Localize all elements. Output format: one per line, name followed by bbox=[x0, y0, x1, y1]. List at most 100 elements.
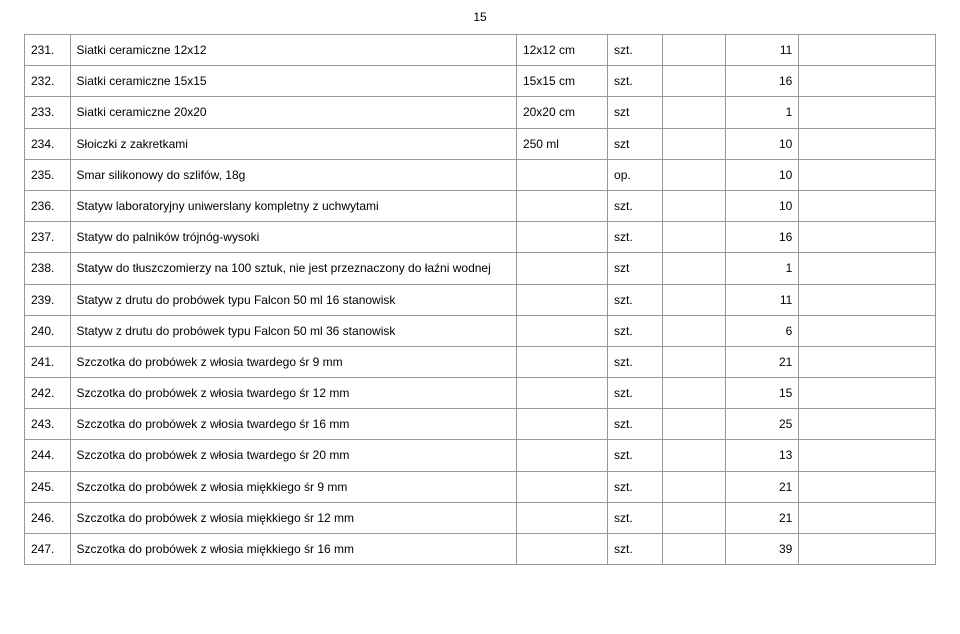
row-qty: 16 bbox=[726, 222, 799, 253]
row-unit: szt bbox=[608, 128, 663, 159]
row-spec: 15x15 cm bbox=[516, 66, 607, 97]
row-empty-1 bbox=[662, 97, 726, 128]
row-number: 246. bbox=[25, 502, 71, 533]
row-qty: 10 bbox=[726, 159, 799, 190]
row-description: Szczotka do probówek z włosia miękkiego … bbox=[70, 471, 516, 502]
row-spec: 250 ml bbox=[516, 128, 607, 159]
row-number: 239. bbox=[25, 284, 71, 315]
row-number: 237. bbox=[25, 222, 71, 253]
row-qty: 25 bbox=[726, 409, 799, 440]
row-qty: 13 bbox=[726, 440, 799, 471]
row-spec bbox=[516, 534, 607, 565]
row-description: Szczotka do probówek z włosia twardego ś… bbox=[70, 378, 516, 409]
row-empty-2 bbox=[799, 346, 936, 377]
row-empty-1 bbox=[662, 378, 726, 409]
row-qty: 6 bbox=[726, 315, 799, 346]
row-description: Szczotka do probówek z włosia twardego ś… bbox=[70, 440, 516, 471]
row-description: Szczotka do probówek z włosia miękkiego … bbox=[70, 502, 516, 533]
row-unit: szt. bbox=[608, 440, 663, 471]
row-empty-2 bbox=[799, 222, 936, 253]
row-spec bbox=[516, 253, 607, 284]
row-number: 245. bbox=[25, 471, 71, 502]
row-empty-2 bbox=[799, 534, 936, 565]
row-qty: 15 bbox=[726, 378, 799, 409]
row-spec: 20x20 cm bbox=[516, 97, 607, 128]
row-unit: szt. bbox=[608, 66, 663, 97]
row-empty-2 bbox=[799, 284, 936, 315]
table-row: 233.Siatki ceramiczne 20x2020x20 cmszt1 bbox=[25, 97, 936, 128]
row-unit: szt. bbox=[608, 284, 663, 315]
row-description: Szczotka do probówek z włosia twardego ś… bbox=[70, 346, 516, 377]
row-description: Siatki ceramiczne 20x20 bbox=[70, 97, 516, 128]
row-unit: szt bbox=[608, 253, 663, 284]
row-empty-2 bbox=[799, 471, 936, 502]
row-number: 240. bbox=[25, 315, 71, 346]
row-empty-2 bbox=[799, 66, 936, 97]
row-spec bbox=[516, 471, 607, 502]
row-number: 236. bbox=[25, 190, 71, 221]
row-empty-2 bbox=[799, 190, 936, 221]
row-unit: szt. bbox=[608, 222, 663, 253]
row-empty-1 bbox=[662, 159, 726, 190]
row-number: 233. bbox=[25, 97, 71, 128]
row-empty-2 bbox=[799, 97, 936, 128]
row-empty-1 bbox=[662, 35, 726, 66]
row-number: 231. bbox=[25, 35, 71, 66]
row-empty-2 bbox=[799, 502, 936, 533]
row-empty-2 bbox=[799, 440, 936, 471]
row-unit: op. bbox=[608, 159, 663, 190]
row-empty-2 bbox=[799, 159, 936, 190]
row-description: Szczotka do probówek z włosia miękkiego … bbox=[70, 534, 516, 565]
row-qty: 21 bbox=[726, 346, 799, 377]
row-empty-2 bbox=[799, 35, 936, 66]
row-description: Statyw do palników trójnóg-wysoki bbox=[70, 222, 516, 253]
table-row: 243.Szczotka do probówek z włosia twarde… bbox=[25, 409, 936, 440]
row-qty: 11 bbox=[726, 35, 799, 66]
row-empty-1 bbox=[662, 346, 726, 377]
table-row: 235.Smar silikonowy do szlifów, 18g op. 10 bbox=[25, 159, 936, 190]
row-empty-1 bbox=[662, 440, 726, 471]
table-row: 241.Szczotka do probówek z włosia twarde… bbox=[25, 346, 936, 377]
table-row: 232.Siatki ceramiczne 15x1515x15 cmszt.1… bbox=[25, 66, 936, 97]
row-empty-1 bbox=[662, 471, 726, 502]
row-spec bbox=[516, 346, 607, 377]
row-unit: szt. bbox=[608, 471, 663, 502]
table-row: 236.Statyw laboratoryjny uniwerslany kom… bbox=[25, 190, 936, 221]
row-description: Statyw z drutu do probówek typu Falcon 5… bbox=[70, 284, 516, 315]
row-unit: szt. bbox=[608, 534, 663, 565]
table-row: 244.Szczotka do probówek z włosia twarde… bbox=[25, 440, 936, 471]
row-empty-1 bbox=[662, 128, 726, 159]
row-empty-2 bbox=[799, 378, 936, 409]
row-empty-1 bbox=[662, 222, 726, 253]
table-row: 246.Szczotka do probówek z włosia miękki… bbox=[25, 502, 936, 533]
row-empty-1 bbox=[662, 315, 726, 346]
row-qty: 1 bbox=[726, 97, 799, 128]
table-row: 231.Siatki ceramiczne 12x1212x12 cmszt.1… bbox=[25, 35, 936, 66]
row-unit: szt. bbox=[608, 502, 663, 533]
table-row: 245.Szczotka do probówek z włosia miękki… bbox=[25, 471, 936, 502]
row-number: 238. bbox=[25, 253, 71, 284]
row-empty-2 bbox=[799, 128, 936, 159]
row-description: Smar silikonowy do szlifów, 18g bbox=[70, 159, 516, 190]
row-description: Siatki ceramiczne 12x12 bbox=[70, 35, 516, 66]
row-empty-1 bbox=[662, 253, 726, 284]
row-number: 234. bbox=[25, 128, 71, 159]
row-empty-2 bbox=[799, 253, 936, 284]
page-number: 15 bbox=[24, 10, 936, 24]
row-spec bbox=[516, 440, 607, 471]
row-spec: 12x12 cm bbox=[516, 35, 607, 66]
row-spec bbox=[516, 159, 607, 190]
row-qty: 10 bbox=[726, 128, 799, 159]
row-qty: 16 bbox=[726, 66, 799, 97]
row-number: 235. bbox=[25, 159, 71, 190]
table-row: 238.Statyw do tłuszczomierzy na 100 sztu… bbox=[25, 253, 936, 284]
row-unit: szt. bbox=[608, 346, 663, 377]
row-description: Statyw z drutu do probówek typu Falcon 5… bbox=[70, 315, 516, 346]
row-qty: 11 bbox=[726, 284, 799, 315]
row-spec bbox=[516, 409, 607, 440]
row-unit: szt. bbox=[608, 409, 663, 440]
row-spec bbox=[516, 315, 607, 346]
row-number: 242. bbox=[25, 378, 71, 409]
row-spec bbox=[516, 222, 607, 253]
row-qty: 21 bbox=[726, 471, 799, 502]
